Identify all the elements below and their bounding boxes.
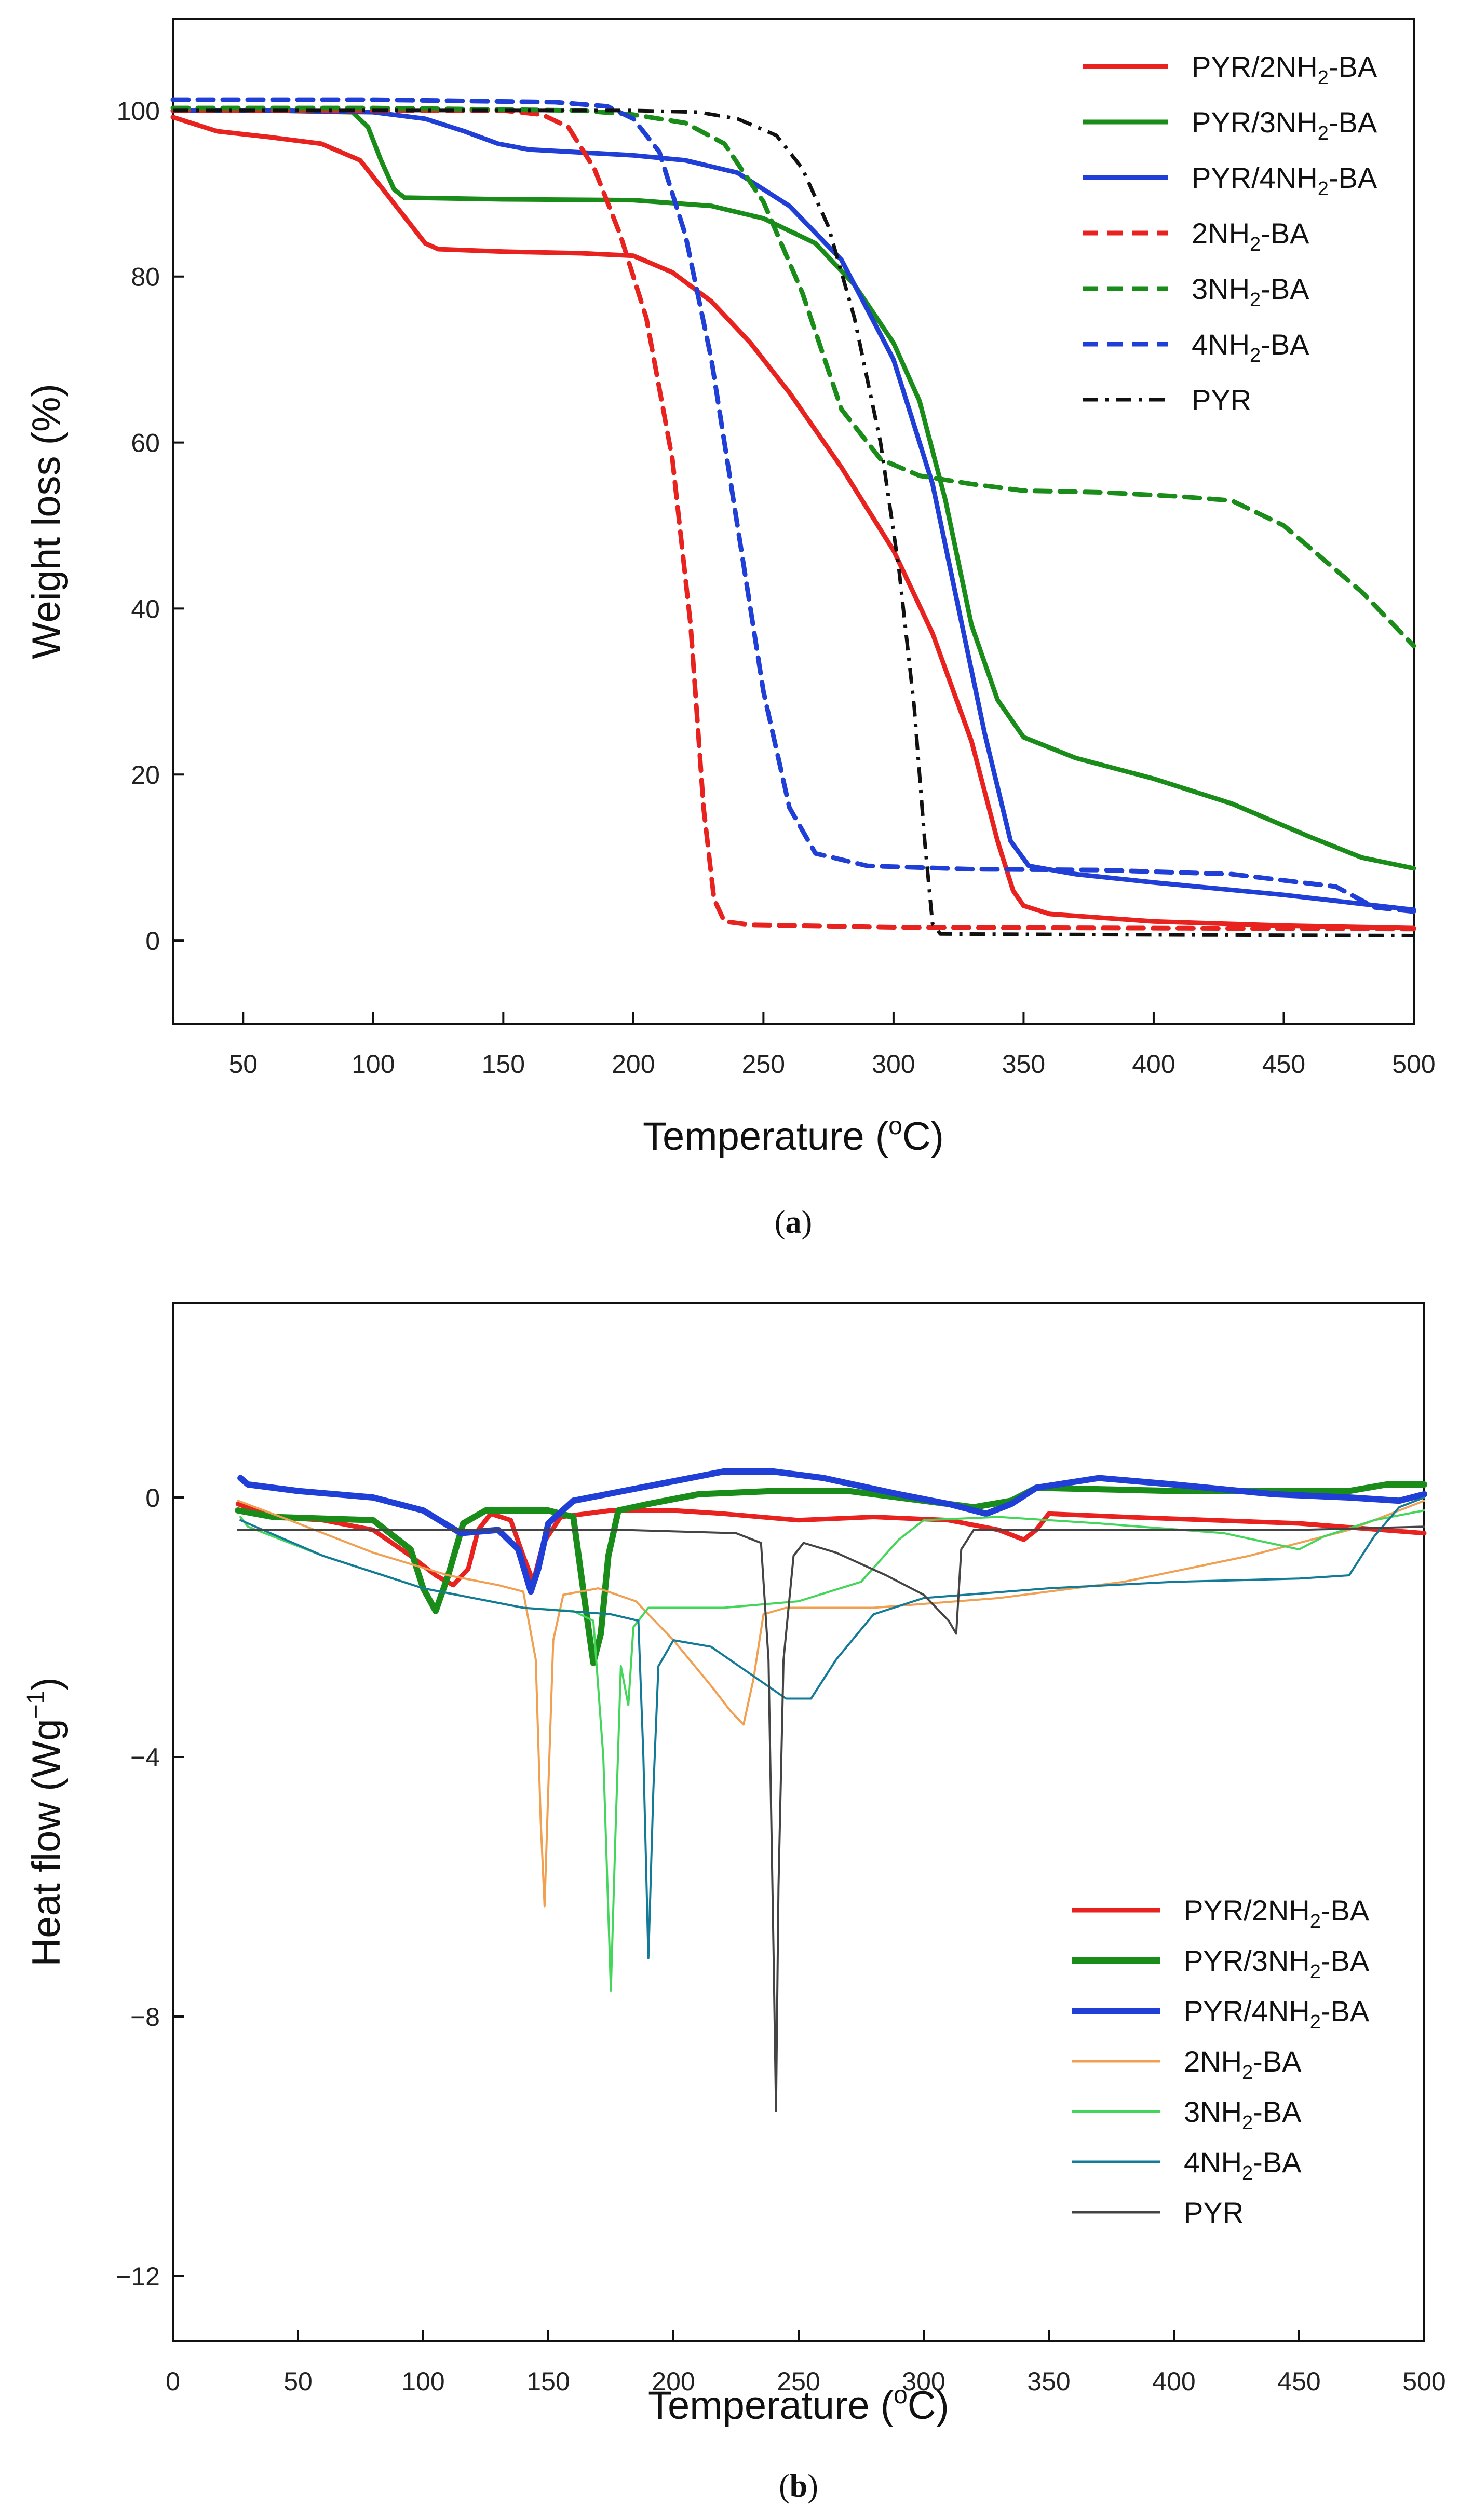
panel-label: (b) xyxy=(779,2469,818,2504)
legend-entry-label: PYR xyxy=(1184,2196,1244,2229)
series-line-4nh2-ba xyxy=(170,97,1416,914)
x-tick-label: 150 xyxy=(482,1050,525,1079)
x-tick-label: 150 xyxy=(526,2367,570,2396)
y-axis-title: Weight loss (%) xyxy=(24,384,69,659)
x-tick-label: 450 xyxy=(1277,2367,1320,2396)
panel-a-tga-chart: 50 100 150 200 250 300 350 400 450 500 0 20 40 60 80 10… xyxy=(24,18,1436,1240)
series-line-2nh2-ba xyxy=(237,1500,1425,1908)
x-tick-label: 350 xyxy=(1027,2367,1070,2396)
x-tick-label: 100 xyxy=(401,2367,444,2396)
legend-entry-label: PYR/3NH2-BA xyxy=(1192,106,1377,144)
series-line-pyr xyxy=(173,108,1414,937)
x-tick-label: 100 xyxy=(352,1050,395,1079)
legend-entry-label: 2NH2-BA xyxy=(1192,217,1309,255)
legend-entry-label: PYR/2NH2-BA xyxy=(1184,1894,1370,1932)
legend-entry-label: PYR/4NH2-BA xyxy=(1184,1995,1370,2033)
legend-entry-label: 3NH2-BA xyxy=(1184,2095,1302,2134)
y-tick-label: 60 xyxy=(131,429,160,458)
y-tick-label: 0 xyxy=(145,1483,160,1513)
x-tick-label: 0 xyxy=(166,2367,180,2396)
series-line-pyr-4nh2-ba xyxy=(237,1468,1427,1595)
plot-frame xyxy=(172,18,1415,1025)
x-tick-label: 300 xyxy=(902,2367,945,2396)
y-tick-label: −12 xyxy=(116,2262,160,2291)
series-line-4nh2-ba xyxy=(239,1496,1425,1959)
x-tick-label: 300 xyxy=(872,1050,915,1079)
series-line-pyr-4nh2-ba xyxy=(170,108,1416,912)
x-tick-label: 50 xyxy=(228,1050,258,1079)
series-line-pyr xyxy=(237,1525,1425,2112)
x-tick-label: 500 xyxy=(1402,2367,1445,2396)
y-tick-label: 100 xyxy=(117,97,160,126)
x-axis-title: Temperature (oC) xyxy=(643,1112,944,1159)
legend-entry-label: 3NH2-BA xyxy=(1192,273,1309,311)
x-axis-title: Temperature (oC) xyxy=(648,2381,949,2428)
series-line-pyr-2nh2-ba xyxy=(170,115,1416,931)
y-axis-title: Heat flow (Wg−1) xyxy=(22,1677,69,1966)
legend-entry-label: PYR xyxy=(1192,384,1251,416)
y-tick-label: 0 xyxy=(145,927,160,956)
legend-entry-label: 4NH2-BA xyxy=(1184,2146,1302,2184)
series-line-3nh2-ba xyxy=(170,105,1416,648)
y-tick-label: −8 xyxy=(130,2003,160,2032)
x-tick-label: 400 xyxy=(1132,1050,1175,1079)
panel-label: (a) xyxy=(775,1205,812,1240)
panel-b-dsc-chart: 0 50 100 150 200 250 300 350 400 450 500 0 −4 −8 −12 PY… xyxy=(22,1302,1446,2504)
legend-entry-label: 4NH2-BA xyxy=(1192,328,1309,366)
series-line-2nh2-ba xyxy=(170,108,1416,932)
x-tick-label: 200 xyxy=(612,1050,655,1079)
x-tick-label: 50 xyxy=(283,2367,313,2396)
legend-entry-label: PYR/2NH2-BA xyxy=(1192,50,1377,89)
x-tick-label: 200 xyxy=(652,2367,695,2396)
legend-entry-label: PYR/3NH2-BA xyxy=(1184,1944,1370,1983)
x-tick-label: 500 xyxy=(1392,1050,1435,1079)
series-line-pyr-3nh2-ba xyxy=(235,1481,1427,1666)
x-tick-label: 250 xyxy=(742,1050,785,1079)
y-tick-label: 20 xyxy=(131,760,160,789)
y-tick-label: −4 xyxy=(130,1743,160,1772)
y-tick-label: 80 xyxy=(131,263,160,292)
x-tick-label: 350 xyxy=(1002,1050,1045,1079)
x-tick-label: 400 xyxy=(1152,2367,1195,2396)
legend-entry-label: 2NH2-BA xyxy=(1184,2045,1302,2083)
y-tick-label: 40 xyxy=(131,594,160,623)
x-tick-label: 450 xyxy=(1262,1050,1305,1079)
legend-entry-label: PYR/4NH2-BA xyxy=(1192,161,1377,200)
x-tick-label: 250 xyxy=(777,2367,820,2396)
